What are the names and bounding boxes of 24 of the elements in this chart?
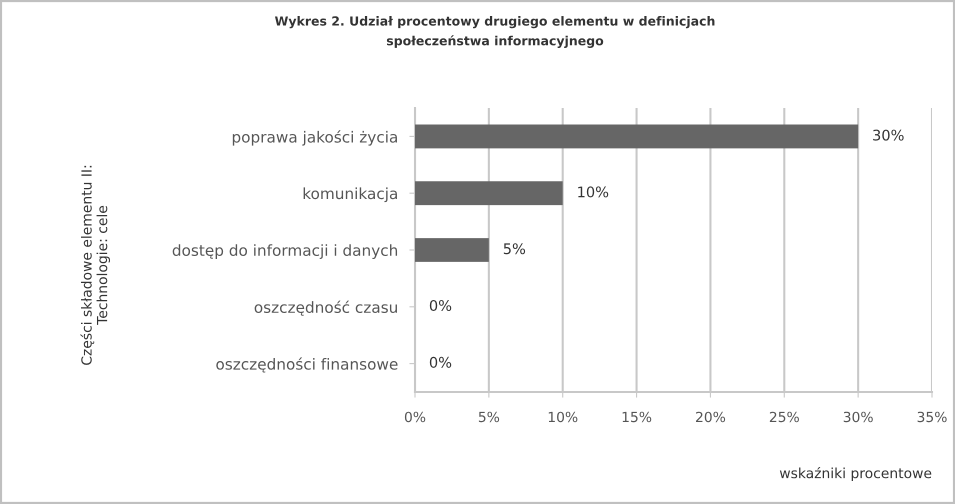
x-tick-label: 15% [622, 412, 652, 422]
x-tick-label: 20% [696, 412, 726, 422]
data-label: 5% [504, 243, 526, 254]
x-tick-label: 35% [918, 412, 947, 422]
x-tick-label: 0% [404, 412, 426, 422]
chart-title: Wykres 2. Udział procentowy drugiego elementu w definicjach społeczeństwa informacyjnego [274, 16, 714, 48]
x-tick-label: 30% [844, 412, 873, 422]
y-tick-label: oszczędność czasu [254, 300, 397, 316]
data-label: 30% [873, 130, 904, 141]
x-axis-title: wskaźniki procentowe [780, 467, 932, 481]
x-tick-label: 10% [548, 412, 578, 422]
bar [415, 124, 858, 148]
y-tick-label: dostęp do informacji i danych [172, 244, 398, 259]
y-axis-title: Części składowe elementu II: Technologie: cele [80, 166, 110, 365]
x-tick-label: 5% [478, 412, 500, 422]
bar [415, 238, 489, 262]
data-label: 10% [578, 186, 608, 198]
bar [415, 181, 563, 206]
data-label: 0% [430, 300, 452, 312]
y-tick-label: oszczędności finansowe [216, 357, 398, 373]
data-label: 0% [430, 356, 452, 368]
x-tick-label: 25% [770, 412, 799, 422]
y-tick-label: poprawa jakości życia [232, 130, 397, 146]
y-tick-label: komunikacja [304, 187, 397, 202]
